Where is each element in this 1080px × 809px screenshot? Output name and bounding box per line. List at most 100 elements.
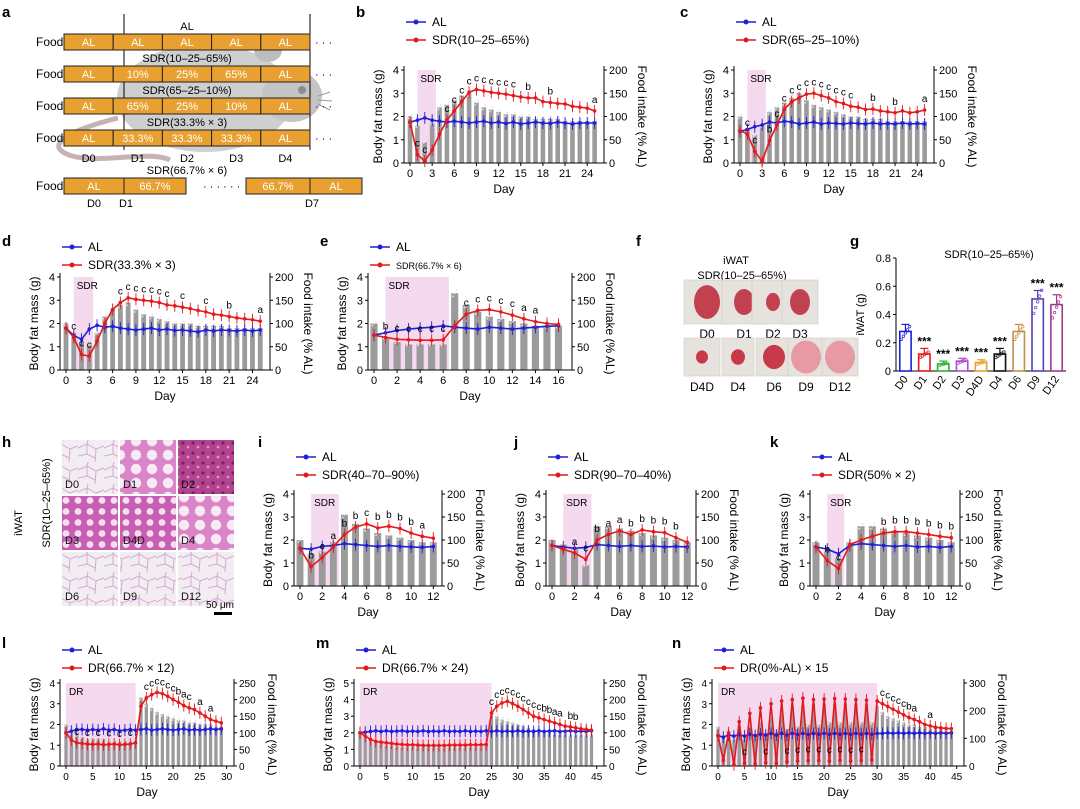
chart-j-bar-point xyxy=(564,542,566,544)
chart-e-bar xyxy=(405,344,413,370)
chart-e-point-sdr xyxy=(487,307,492,312)
histology-label-D1: D1 xyxy=(123,479,137,491)
chart-m-bar-point xyxy=(501,716,504,719)
chart-g-star: *** xyxy=(974,346,988,360)
chart-c-bar-point xyxy=(737,117,740,120)
chart-c-bar-point xyxy=(848,117,851,120)
chart-m-point-al xyxy=(494,729,499,733)
chart-k-xlabel: Day xyxy=(874,605,895,619)
chart-k-sig-label: b xyxy=(926,518,932,529)
chart-e-bar xyxy=(462,304,470,370)
chart-e-ytick-right-label: 50 xyxy=(577,342,589,354)
chart-d-point-sdr xyxy=(157,300,162,305)
chart-b-point-al xyxy=(489,121,494,125)
chart-c-point-al xyxy=(863,122,868,126)
chart-n-point-al xyxy=(732,734,736,738)
chart-n-legend-sdr: DR(0%-AL) × 15 xyxy=(740,661,829,675)
chart-d-bar-point xyxy=(189,322,192,325)
chart-b-sig-label: c xyxy=(481,75,486,86)
chart-m-point-sdr xyxy=(542,717,546,722)
chart-e-point-al xyxy=(429,325,434,330)
chart-n-bar-point xyxy=(817,725,819,728)
chart-m-point-al xyxy=(373,729,378,733)
chart-b-legend-al: AL xyxy=(432,15,447,29)
chart-b-point-al xyxy=(415,118,420,123)
chart-k-point-sdr xyxy=(848,542,852,547)
chart-l-bar xyxy=(160,714,165,766)
chart-l-point-al xyxy=(128,727,133,732)
chart-l-bar xyxy=(219,726,223,766)
chart-b-bar xyxy=(584,121,590,163)
chart-b-point-sdr xyxy=(459,99,464,104)
chart-j-legend-al-marker xyxy=(555,454,561,460)
chart-m-point-al xyxy=(463,729,468,733)
chart-m-point-al xyxy=(526,729,531,733)
chart-c-point-al xyxy=(782,119,787,123)
chart-j-point-al xyxy=(584,545,588,550)
chart-n-sig-label: c xyxy=(859,744,864,755)
chart-i-bar xyxy=(418,542,426,586)
chart-n-bar-point xyxy=(891,719,894,722)
chart-b-bar xyxy=(511,114,516,163)
chart-j-point-sdr xyxy=(606,532,611,537)
chart-i-ytick-right-label: 100 xyxy=(447,535,465,547)
chart-n-bar-point xyxy=(827,723,830,726)
chart-n-bar-point xyxy=(907,725,910,728)
chart-k-bar-point xyxy=(914,536,917,539)
chart-n-point-sdr xyxy=(928,724,932,728)
chart-n-point-al xyxy=(896,731,901,735)
chart-b-bar-point xyxy=(461,91,464,94)
chart-l-point-al xyxy=(155,727,159,732)
chart-c-bar-point xyxy=(835,110,837,113)
chart-n-bar xyxy=(859,722,863,766)
chart-l-point-al xyxy=(117,729,122,733)
chart-l-point-al xyxy=(182,727,186,731)
chart-k-ytick-right-label: 150 xyxy=(965,512,983,524)
chart-d-bar-point xyxy=(87,344,90,347)
chart-n-sig-label: c xyxy=(880,688,885,699)
chart-n-sig-label: c xyxy=(763,747,768,758)
chart-n-sig-label: b xyxy=(906,702,912,713)
chart-c-xtick-label: 9 xyxy=(803,168,809,180)
chart-m-xlabel: Day xyxy=(468,785,489,799)
chart-d-point-al xyxy=(227,328,231,333)
chart-m-sig-label: c xyxy=(500,687,505,698)
chart-m-ytick-right-label: 150 xyxy=(609,712,626,723)
schema-day-4: D4 xyxy=(278,153,292,165)
chart-b-point-al xyxy=(430,118,434,123)
chart-k-bar xyxy=(925,537,933,586)
chart-l-bar xyxy=(69,732,74,766)
chart-j-sig-label: a xyxy=(606,518,612,529)
chart-n-legend-sdr-marker xyxy=(721,665,727,671)
chart-d-bar xyxy=(71,332,77,370)
chart-j-point-sdr xyxy=(662,530,667,535)
chart-i-bar-point xyxy=(375,534,377,537)
chart-c-point-sdr xyxy=(848,104,853,109)
chart-i-ylabel-left: Body fat mass (g) xyxy=(261,493,275,587)
chart-e-bar-point xyxy=(374,320,377,323)
chart-e-legend-sdr-marker xyxy=(377,262,383,268)
chart-j-bar-point xyxy=(594,527,597,530)
chart-i-bar-point xyxy=(308,554,311,556)
chart-n-point-al xyxy=(891,731,895,736)
chart-j-ytick-right-label: 100 xyxy=(701,535,719,547)
chart-m-bar xyxy=(432,746,436,766)
chart-e-ylabel-right: Food intake (% AL) xyxy=(603,272,617,374)
chart-n-xtick-label: 40 xyxy=(925,772,937,783)
chart-j-point-al xyxy=(606,543,611,548)
panel-letter-g: g xyxy=(850,233,859,250)
chart-m-point-al xyxy=(552,729,557,733)
chart-c-sig-label: b xyxy=(767,125,773,136)
chart-d-point-al xyxy=(242,328,247,332)
chart-c-sig-label: c xyxy=(811,77,816,88)
chart-n-bar-point xyxy=(797,724,800,726)
chart-d-sig-label: c xyxy=(141,284,146,295)
chart-l-bar-point xyxy=(178,717,181,720)
chart-m-point-sdr xyxy=(510,701,515,706)
chart-i-point-sdr xyxy=(364,522,369,526)
chart-i-bar-point xyxy=(411,537,414,540)
chart-i-bar-point xyxy=(343,513,346,516)
chart-c-bar-point xyxy=(752,135,755,138)
chart-c-point-al xyxy=(915,121,920,126)
